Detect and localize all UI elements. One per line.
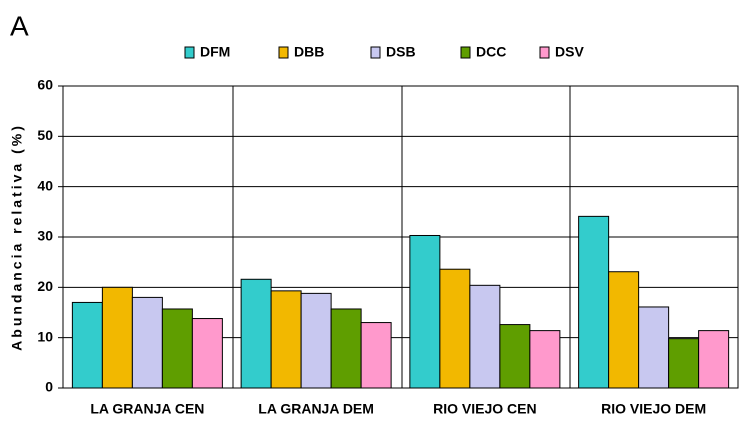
bar: [161, 308, 193, 389]
legend-label: DCC: [476, 44, 506, 60]
legend-label: DFM: [200, 44, 230, 60]
bar: [330, 308, 362, 389]
panel-label: A: [10, 10, 29, 41]
bar: [191, 318, 223, 389]
y-tick-label: 30: [37, 228, 53, 244]
bar: [270, 290, 302, 389]
x-tick-label: RIO VIEJO DEM: [601, 401, 706, 417]
bar: [360, 322, 392, 389]
legend-swatch: [460, 46, 471, 59]
y-tick-label: 0: [45, 379, 53, 395]
legend-label: DSV: [555, 44, 584, 60]
bar: [300, 292, 332, 389]
y-tick-label: 50: [37, 127, 53, 143]
bar: [698, 330, 730, 389]
bar: [499, 324, 531, 389]
legend-swatch: [539, 46, 550, 59]
y-axis-label: Abundancia relativa (%): [9, 123, 25, 351]
bar: [638, 306, 670, 389]
legend-swatch: [370, 46, 381, 59]
legend-swatch: [184, 46, 195, 59]
y-tick-label: 40: [37, 177, 53, 193]
bar: [578, 215, 610, 389]
bar: [608, 271, 640, 389]
bar: [668, 338, 700, 389]
legend-label: DBB: [294, 44, 324, 60]
bar: [101, 286, 133, 389]
x-tick-label: LA GRANJA CEN: [90, 401, 204, 417]
x-tick-label: RIO VIEJO CEN: [433, 401, 536, 417]
y-tick-label: 10: [37, 328, 53, 344]
bar: [439, 268, 471, 389]
y-tick-label: 60: [37, 77, 53, 93]
legend-label: DSB: [386, 44, 416, 60]
bar: [529, 330, 561, 389]
y-tick-label: 20: [37, 278, 53, 294]
bar: [131, 296, 163, 389]
bar: [469, 284, 501, 389]
bar: [409, 234, 441, 389]
bar: [240, 278, 272, 389]
x-tick-label: LA GRANJA DEM: [258, 401, 374, 417]
legend-swatch: [278, 46, 289, 59]
bar: [71, 301, 103, 389]
